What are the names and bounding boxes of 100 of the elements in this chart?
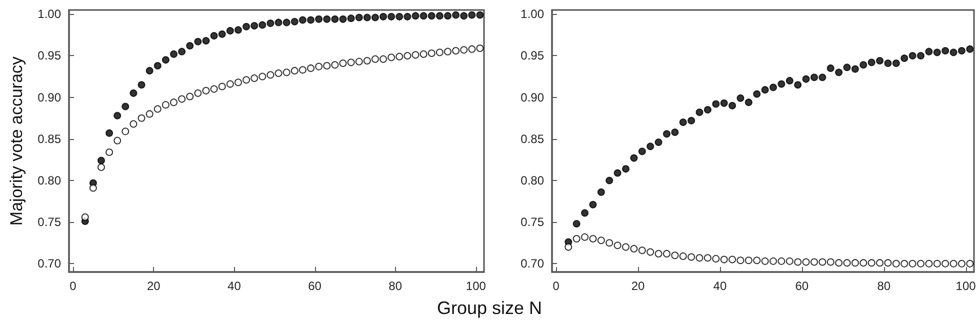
point bbox=[638, 148, 646, 156]
y-tick-label: 0.85 bbox=[38, 132, 62, 146]
point bbox=[884, 259, 892, 267]
point bbox=[916, 52, 924, 60]
point bbox=[355, 14, 363, 22]
point bbox=[736, 256, 744, 264]
point bbox=[695, 254, 703, 262]
point bbox=[605, 239, 613, 247]
point bbox=[331, 61, 339, 69]
y-tick-label: 0.75 bbox=[38, 215, 62, 230]
point bbox=[266, 71, 274, 79]
point bbox=[712, 254, 720, 262]
point bbox=[339, 15, 347, 23]
point bbox=[966, 45, 974, 53]
point bbox=[210, 85, 218, 93]
point bbox=[218, 30, 226, 38]
point bbox=[315, 62, 323, 70]
point bbox=[572, 220, 580, 228]
x-tick-label: 20 bbox=[146, 279, 161, 293]
point bbox=[97, 163, 105, 171]
point bbox=[388, 12, 396, 20]
point bbox=[202, 86, 210, 94]
point bbox=[900, 54, 908, 62]
point bbox=[162, 101, 170, 109]
point bbox=[162, 56, 170, 64]
point bbox=[298, 66, 306, 74]
point bbox=[363, 14, 371, 22]
point bbox=[850, 65, 858, 73]
y-tick-label: 1.00 bbox=[38, 7, 62, 22]
y-tick-label: 0.95 bbox=[520, 48, 544, 63]
point bbox=[810, 258, 818, 266]
point bbox=[315, 15, 323, 23]
point bbox=[752, 90, 760, 98]
point bbox=[97, 156, 105, 164]
point bbox=[234, 78, 242, 86]
point bbox=[670, 252, 678, 260]
point bbox=[949, 260, 957, 268]
point bbox=[274, 18, 282, 26]
point bbox=[404, 12, 412, 20]
point bbox=[892, 59, 900, 67]
point bbox=[564, 243, 572, 251]
point bbox=[670, 128, 678, 136]
point bbox=[404, 52, 412, 60]
point bbox=[130, 120, 138, 128]
point bbox=[178, 95, 186, 103]
y-tick-label: 0.80 bbox=[520, 174, 544, 188]
point bbox=[106, 129, 114, 137]
point bbox=[154, 105, 162, 113]
y-tick-label: 0.70 bbox=[38, 256, 62, 271]
point bbox=[695, 108, 703, 116]
point bbox=[932, 260, 940, 268]
y-tick-label: 1.00 bbox=[520, 7, 544, 22]
point bbox=[794, 258, 802, 266]
x-tick-label: 100 bbox=[955, 279, 976, 293]
point bbox=[818, 258, 826, 266]
point bbox=[226, 80, 234, 88]
point bbox=[282, 68, 290, 76]
point bbox=[452, 47, 460, 55]
point bbox=[769, 84, 776, 92]
point bbox=[580, 233, 588, 241]
point bbox=[307, 16, 314, 24]
point bbox=[769, 257, 776, 265]
point bbox=[452, 11, 460, 19]
point bbox=[900, 260, 908, 268]
point bbox=[420, 50, 428, 58]
point bbox=[170, 50, 178, 58]
point bbox=[258, 21, 266, 29]
point bbox=[468, 11, 476, 19]
x-tick-label: 60 bbox=[308, 279, 322, 293]
point bbox=[323, 62, 331, 70]
x-tick-label: 40 bbox=[228, 279, 242, 293]
point bbox=[949, 48, 957, 56]
y-tick-label: 0.70 bbox=[520, 256, 544, 271]
point bbox=[842, 64, 850, 72]
point bbox=[876, 56, 884, 64]
point bbox=[867, 58, 875, 66]
point bbox=[476, 44, 484, 52]
point bbox=[580, 209, 588, 217]
point bbox=[202, 37, 210, 45]
point bbox=[355, 58, 363, 66]
point bbox=[810, 74, 818, 82]
y-tick-label: 0.95 bbox=[38, 48, 62, 63]
point bbox=[646, 248, 654, 256]
point bbox=[613, 169, 621, 177]
point bbox=[282, 18, 290, 26]
point bbox=[867, 259, 875, 267]
point bbox=[662, 250, 670, 258]
point bbox=[916, 260, 924, 268]
point bbox=[596, 188, 604, 196]
point bbox=[154, 62, 162, 70]
x-tick-label: 60 bbox=[794, 279, 808, 293]
point bbox=[460, 12, 468, 20]
point bbox=[412, 12, 420, 20]
point bbox=[242, 22, 250, 30]
point bbox=[274, 69, 282, 77]
point bbox=[250, 22, 258, 30]
point bbox=[347, 58, 355, 66]
x-tick-label: 100 bbox=[466, 279, 486, 293]
point bbox=[777, 80, 785, 88]
point bbox=[622, 165, 629, 173]
